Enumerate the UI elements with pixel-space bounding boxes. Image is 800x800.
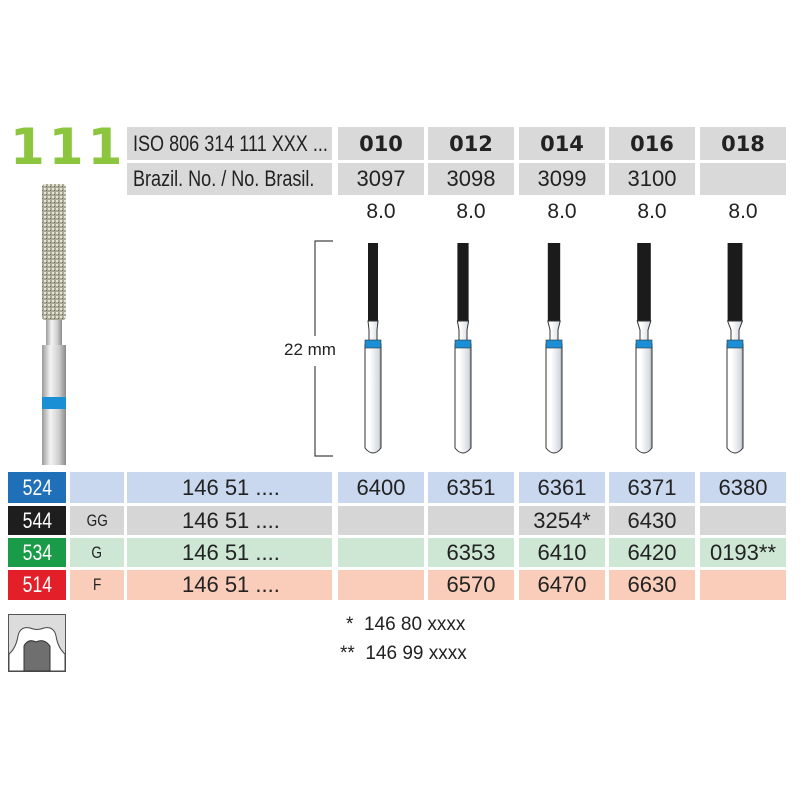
article-number: 0193** bbox=[700, 538, 786, 567]
article-number: 6470 bbox=[519, 570, 605, 600]
brazil-number: 3097 bbox=[338, 163, 424, 195]
article-number bbox=[338, 538, 424, 567]
reference-number: 146 51 .... bbox=[127, 570, 332, 600]
article-number: 3254* bbox=[519, 506, 605, 535]
head-length: 8.0 bbox=[366, 200, 396, 223]
bur-diagram bbox=[545, 243, 563, 454]
iso-label: ISO 806 314 111 XXX ... bbox=[127, 127, 332, 160]
grit-label: GG bbox=[70, 506, 124, 535]
head-length: 8.0 bbox=[547, 200, 577, 223]
article-number bbox=[338, 570, 424, 600]
size-header: 012 bbox=[428, 127, 514, 160]
article-number: 6410 bbox=[519, 538, 605, 567]
grit-label: G bbox=[70, 538, 124, 567]
grit-code-514: 514 bbox=[8, 570, 66, 600]
footnote-2: ** 146 99 xxxx bbox=[340, 643, 467, 664]
article-number: 6353 bbox=[428, 538, 514, 567]
article-number: 6400 bbox=[338, 472, 424, 503]
grit-code-534: 534 bbox=[8, 538, 66, 567]
bur-diagram bbox=[635, 243, 653, 454]
bur-diagram bbox=[454, 243, 472, 454]
article-number bbox=[700, 570, 786, 600]
head-length: 8.0 bbox=[728, 200, 758, 223]
reference-number: 146 51 .... bbox=[127, 506, 332, 535]
size-header: 014 bbox=[519, 127, 605, 160]
reference-number: 146 51 .... bbox=[127, 472, 332, 503]
article-number: 6371 bbox=[609, 472, 695, 503]
head-length: 8.0 bbox=[456, 200, 486, 223]
brazil-label: Brazil. No. / No. Brasil. bbox=[127, 163, 332, 195]
size-header: 010 bbox=[338, 127, 424, 160]
grit-code-544: 544 bbox=[8, 506, 66, 535]
grit-label bbox=[70, 472, 124, 503]
tooth-crown-preparation-icon bbox=[8, 614, 66, 672]
article-number bbox=[700, 506, 786, 535]
article-number bbox=[428, 506, 514, 535]
diamond-bur-photo bbox=[42, 184, 66, 465]
dimension-bracket bbox=[314, 240, 333, 457]
article-number: 6430 bbox=[609, 506, 695, 535]
article-number: 6420 bbox=[609, 538, 695, 567]
footnote-1: * 146 80 xxxx bbox=[346, 614, 466, 635]
reference-number: 146 51 .... bbox=[127, 538, 332, 567]
brazil-number: 3099 bbox=[519, 163, 605, 195]
article-number bbox=[338, 506, 424, 535]
article-number: 6380 bbox=[700, 472, 786, 503]
series-number: 111 bbox=[10, 118, 127, 176]
article-number: 6351 bbox=[428, 472, 514, 503]
dimension-label: 22 mm bbox=[284, 340, 336, 360]
bur-diagram bbox=[726, 243, 744, 454]
size-header: 018 bbox=[700, 127, 786, 160]
article-number: 6630 bbox=[609, 570, 695, 600]
brazil-number bbox=[700, 163, 786, 195]
grit-label: F bbox=[70, 570, 124, 600]
grit-code-524: 524 bbox=[8, 472, 66, 503]
size-header: 016 bbox=[609, 127, 695, 160]
article-number: 6361 bbox=[519, 472, 605, 503]
bur-diagram bbox=[364, 243, 382, 454]
head-length: 8.0 bbox=[637, 200, 667, 223]
brazil-number: 3098 bbox=[428, 163, 514, 195]
article-number: 6570 bbox=[428, 570, 514, 600]
brazil-number: 3100 bbox=[609, 163, 695, 195]
